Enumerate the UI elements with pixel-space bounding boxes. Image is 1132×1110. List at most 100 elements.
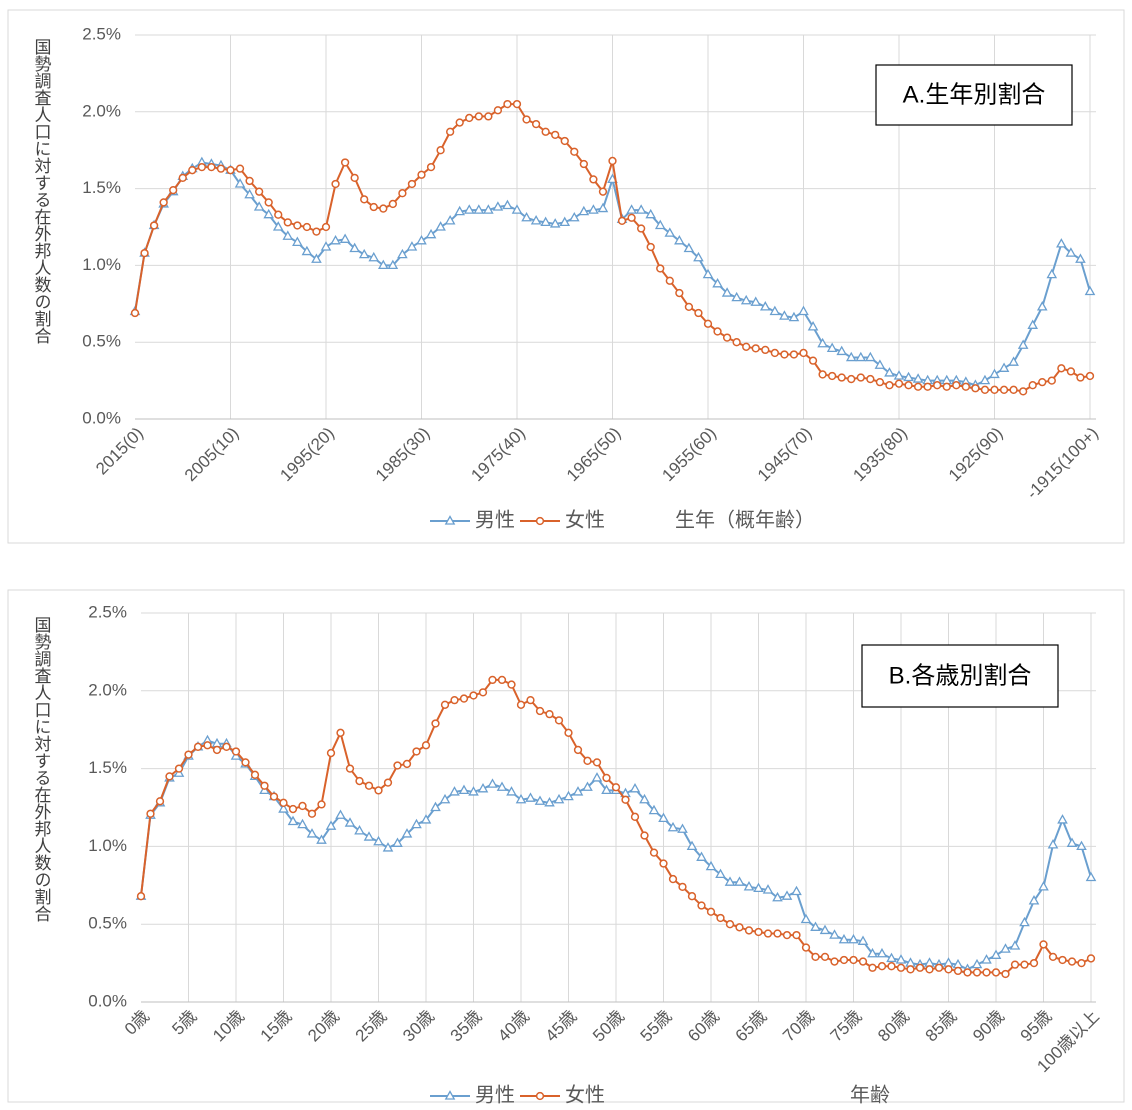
point xyxy=(184,750,193,759)
y-tick-label: 1.5% xyxy=(82,178,121,197)
point xyxy=(292,236,303,247)
point xyxy=(732,338,741,347)
point xyxy=(762,884,774,894)
point xyxy=(1048,952,1058,962)
point xyxy=(377,259,389,270)
point xyxy=(1077,958,1086,968)
point xyxy=(626,204,637,214)
point xyxy=(382,842,394,852)
point xyxy=(540,216,551,227)
point xyxy=(522,115,531,124)
point xyxy=(492,201,504,211)
point xyxy=(234,178,246,188)
point xyxy=(307,809,317,818)
point xyxy=(601,784,612,795)
point xyxy=(674,234,685,245)
point xyxy=(742,342,751,351)
point xyxy=(751,344,760,353)
point xyxy=(216,164,226,173)
point xyxy=(1009,940,1021,950)
point xyxy=(675,288,684,298)
point xyxy=(645,208,657,219)
point xyxy=(564,728,573,737)
point xyxy=(915,963,925,972)
point xyxy=(1000,943,1011,953)
point xyxy=(207,162,216,172)
point xyxy=(981,954,992,964)
point xyxy=(1027,319,1039,329)
point xyxy=(887,962,896,971)
point xyxy=(316,834,327,844)
point xyxy=(298,801,307,811)
point xyxy=(1086,954,1096,963)
point xyxy=(944,965,953,974)
point xyxy=(848,933,859,944)
point xyxy=(431,719,440,728)
point xyxy=(980,385,990,394)
point xyxy=(608,156,617,166)
point xyxy=(373,835,384,846)
point xyxy=(913,382,923,391)
point xyxy=(895,954,907,964)
point xyxy=(979,374,991,385)
point xyxy=(791,885,802,896)
point xyxy=(245,176,254,186)
point xyxy=(287,815,299,826)
point xyxy=(483,204,494,214)
point xyxy=(549,218,561,228)
point xyxy=(696,851,707,861)
point xyxy=(743,881,755,891)
point xyxy=(559,216,571,227)
point xyxy=(884,367,895,377)
point xyxy=(942,382,951,391)
point xyxy=(269,792,279,801)
point xyxy=(1001,969,1010,979)
point xyxy=(149,221,159,230)
point xyxy=(763,929,773,938)
annotation: A.生年別割合 xyxy=(903,81,1046,108)
point xyxy=(534,795,546,805)
point xyxy=(450,695,459,705)
point xyxy=(838,933,850,944)
point xyxy=(379,204,388,213)
point xyxy=(493,106,503,115)
point xyxy=(222,742,231,751)
point xyxy=(444,215,456,225)
point xyxy=(875,377,885,387)
point xyxy=(398,189,407,198)
point xyxy=(830,957,839,966)
point xyxy=(1009,385,1018,394)
point xyxy=(326,748,336,758)
point xyxy=(684,302,694,312)
point xyxy=(828,371,837,381)
point xyxy=(358,248,370,259)
point xyxy=(789,350,799,359)
point xyxy=(687,892,697,901)
point xyxy=(473,204,485,214)
point xyxy=(279,798,288,807)
point xyxy=(169,185,178,195)
point xyxy=(810,921,821,931)
point xyxy=(369,202,378,212)
point xyxy=(392,837,403,847)
point xyxy=(934,963,944,972)
point xyxy=(188,166,197,175)
point xyxy=(288,804,298,814)
point xyxy=(759,301,771,311)
point xyxy=(792,930,801,940)
point xyxy=(972,968,982,977)
point xyxy=(282,230,294,240)
point xyxy=(474,112,483,121)
point xyxy=(407,179,417,189)
point xyxy=(506,786,517,796)
point xyxy=(667,821,679,832)
point xyxy=(982,968,991,977)
point xyxy=(521,211,532,222)
point xyxy=(274,210,283,219)
point xyxy=(1029,958,1039,968)
point xyxy=(572,786,584,796)
point xyxy=(788,311,800,322)
point xyxy=(159,198,168,207)
point xyxy=(516,700,526,709)
point xyxy=(912,373,924,383)
